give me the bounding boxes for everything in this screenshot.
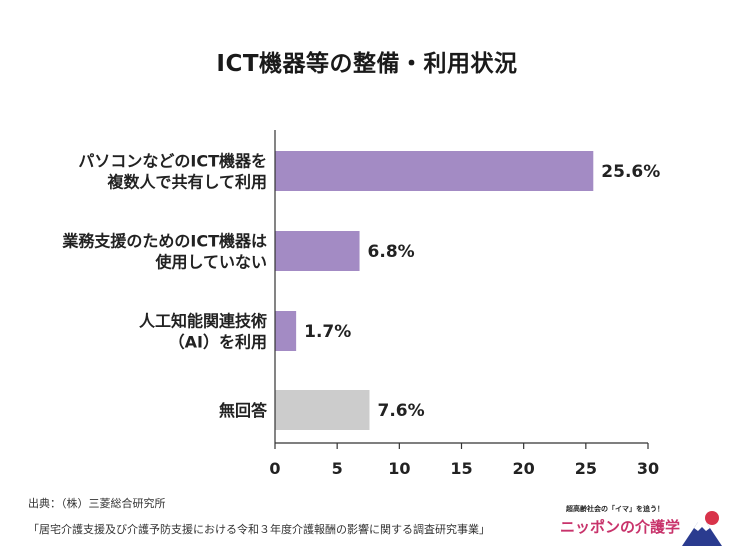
- bar-1: [275, 231, 360, 271]
- chart-title: ICT機器等の整備・利用状況: [216, 51, 518, 77]
- x-tick-label-1: 5: [332, 459, 343, 478]
- x-tick-label-5: 25: [575, 459, 597, 478]
- mount-fuji-logo-icon: [682, 511, 722, 546]
- value-label-3: 7.6%: [377, 401, 424, 421]
- value-label-2: 1.7%: [304, 322, 351, 342]
- brand-logo-block: 超高齢社会の「イマ」を追う！ ニッポンの介護学: [560, 504, 730, 550]
- x-tick-label-0: 0: [269, 459, 280, 478]
- category-label-1-1: 使用していない: [154, 253, 267, 272]
- study-note: 「居宅介護支援及び介護予防支援における令和３年度介護報酬の影響に関する調査研究事…: [28, 523, 490, 536]
- x-tick-label-2: 10: [388, 459, 410, 478]
- value-label-0: 25.6%: [601, 162, 660, 182]
- source-note: 出典：（株）三菱総合研究所: [28, 497, 166, 510]
- bar-3: [275, 390, 370, 430]
- value-label-1: 6.8%: [368, 242, 415, 262]
- x-tick-label-4: 20: [513, 459, 535, 478]
- x-tick-label-6: 30: [637, 459, 659, 478]
- category-label-3-0: 無回答: [219, 401, 268, 420]
- bar-2: [275, 311, 297, 351]
- category-label-2-0: 人工知能関連技術: [139, 312, 267, 331]
- x-tick-label-3: 15: [450, 459, 472, 478]
- category-label-0-0: パソコンなどのICT機器を: [78, 152, 267, 171]
- category-label-2-1: （AI）を利用: [169, 333, 267, 352]
- category-label-0-1: 複数人で共有して利用: [106, 173, 267, 192]
- brand-tagline: 超高齢社会の「イマ」を追う！: [566, 505, 664, 513]
- category-label-1-0: 業務支援のためのICT機器は: [61, 232, 267, 251]
- brand-name: ニッポンの介護学: [560, 518, 681, 536]
- bar-0: [275, 151, 594, 191]
